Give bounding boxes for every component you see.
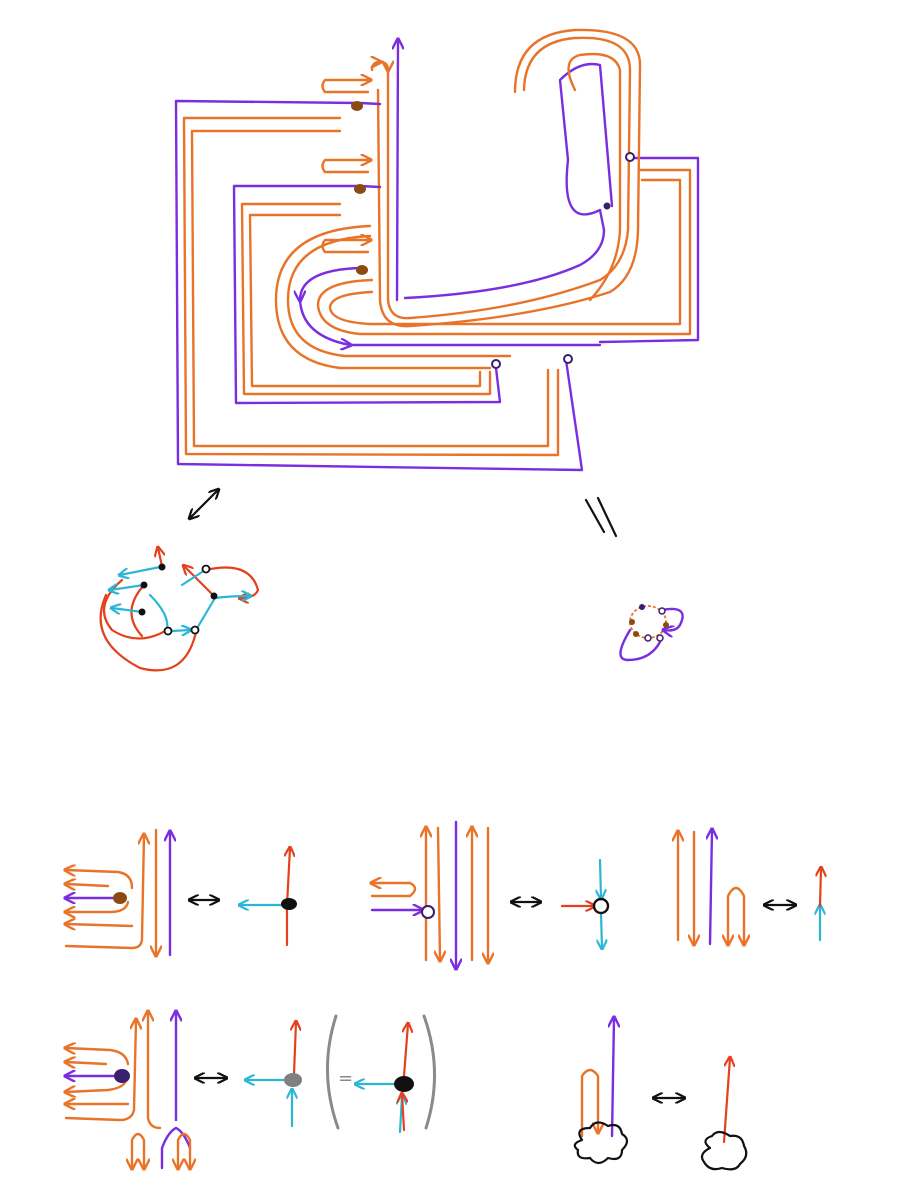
right-purple-return	[598, 156, 700, 344]
hook-purple	[403, 62, 614, 300]
rule-brown-vertex	[66, 828, 297, 955]
small-graph-red-cyan	[99, 548, 260, 672]
equals-sign: =	[338, 1068, 353, 1089]
hook-orange-inner	[567, 52, 622, 302]
brown-vertex-dot	[356, 265, 368, 275]
rule-boundary	[573, 1018, 748, 1171]
big-ribbon-diagram	[174, 28, 700, 472]
dark-purple-vertex-dot	[603, 202, 611, 210]
u-curve-4	[328, 178, 682, 326]
cloud-icon	[573, 1121, 629, 1165]
inner-purple-loop	[232, 184, 502, 405]
orange-frame-3	[240, 202, 492, 396]
u-curve-purple	[300, 266, 602, 345]
hook-orange-1	[386, 36, 632, 320]
double-arrow-icon	[190, 490, 218, 518]
small-purple-knot	[619, 604, 684, 662]
black-vertex-dot	[158, 563, 166, 571]
white-vertex-dot	[163, 626, 173, 636]
brown-vertex-dot	[354, 184, 366, 194]
spine-orange-inner	[376, 88, 382, 302]
left-paren	[325, 1014, 340, 1130]
white-vertex-dot	[625, 152, 635, 162]
brown-vertex-dot	[351, 101, 363, 111]
hook-orange-2	[378, 28, 642, 328]
spine-orange-left	[372, 62, 388, 302]
right-paren	[422, 1014, 437, 1130]
black-vertex-dot	[138, 608, 146, 616]
white-vertex-dot	[491, 359, 501, 369]
u-curve-3	[316, 168, 692, 336]
white-vertex-dot	[563, 354, 573, 364]
white-vertex-dot	[201, 564, 211, 574]
rule-dark-vertex: =	[66, 1012, 437, 1168]
black-vertex-dot	[210, 592, 218, 600]
white-vertex-dot	[190, 625, 200, 635]
outer-purple-loop	[174, 99, 584, 472]
orange-frame-2	[190, 129, 550, 448]
u-curve-1	[274, 224, 492, 370]
parallel-equals-sign	[584, 496, 618, 538]
spine-purple	[397, 40, 398, 302]
rule-white-vertex	[372, 820, 610, 968]
orange-frame-1	[182, 116, 560, 457]
black-vertex-dot	[140, 581, 148, 589]
orange-frame-4	[248, 213, 482, 388]
cloud-icon	[700, 1130, 748, 1171]
rule-cup	[678, 830, 821, 944]
